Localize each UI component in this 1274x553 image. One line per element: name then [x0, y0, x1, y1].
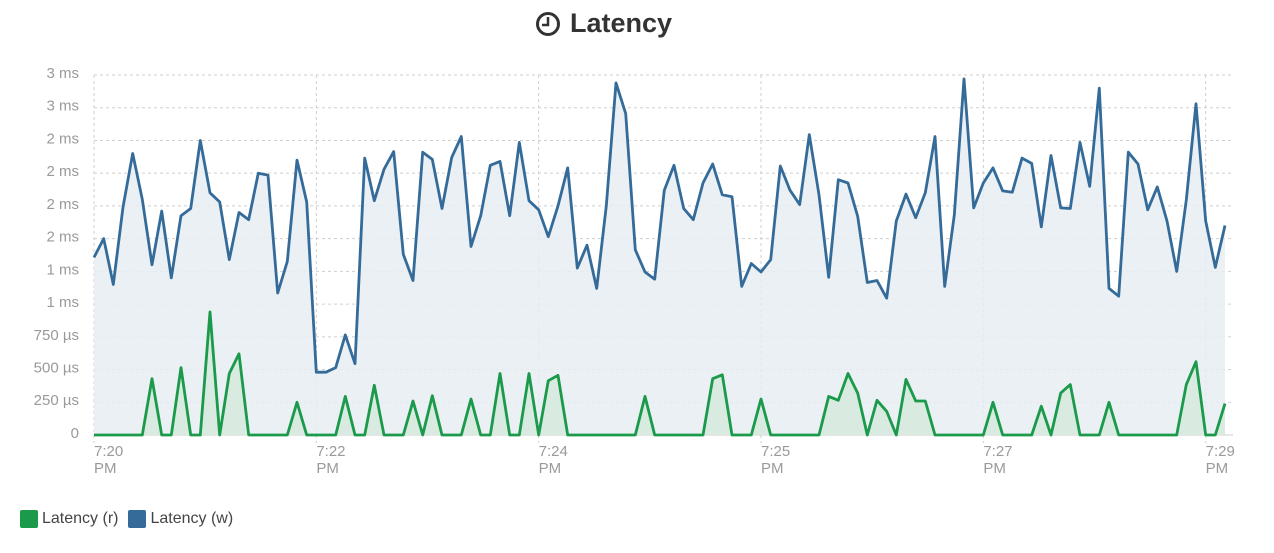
y-tick-label: 2 ms	[46, 163, 79, 180]
y-tick-label: 3 ms	[46, 65, 79, 82]
y-tick-label: 3 ms	[46, 98, 79, 115]
y-tick-label: 2 ms	[46, 130, 79, 147]
y-tick-label: 500 µs	[34, 360, 79, 377]
legend-item[interactable]: Latency (r)	[20, 510, 118, 528]
legend-swatch[interactable]	[20, 510, 38, 528]
legend-item[interactable]: Latency (w)	[128, 510, 233, 528]
x-tick-label: 7:27 PM	[983, 443, 1013, 477]
x-tick-label: 7:25 PM	[761, 443, 791, 477]
y-tick-label: 2 ms	[46, 196, 79, 213]
chart-title: Latency	[570, 8, 672, 38]
legend: Latency (r) Latency (w)	[20, 510, 243, 528]
y-tick-label: 1 ms	[46, 261, 79, 278]
y-tick-label: 1 ms	[46, 294, 79, 311]
x-tick-label: 7:20 PM	[94, 443, 124, 477]
clock-icon	[536, 12, 560, 36]
area	[94, 78, 1225, 436]
x-tick-label: 7:24 PM	[538, 443, 568, 477]
y-tick-label: 2 ms	[46, 229, 79, 246]
x-tick-label: 7:29 PM	[1205, 443, 1235, 477]
line	[94, 310, 1227, 437]
line	[92, 77, 1227, 374]
legend-swatch[interactable]	[128, 510, 147, 528]
legend-label[interactable]: Latency (r)	[42, 510, 119, 527]
legend-label[interactable]: Latency (w)	[150, 510, 234, 527]
y-tick-label: 250 µs	[34, 392, 79, 409]
x-tick-label: 7:22 PM	[316, 443, 346, 477]
y-tick-label: 0	[71, 425, 79, 442]
y-tick-label: 750 µs	[34, 327, 79, 344]
